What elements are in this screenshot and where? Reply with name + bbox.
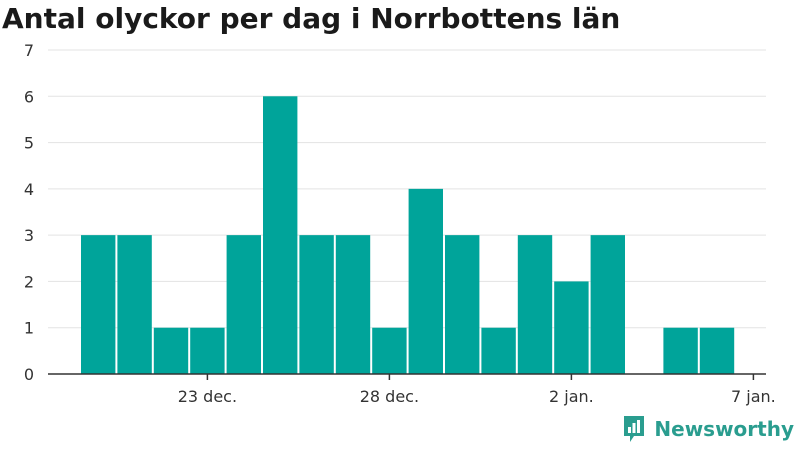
bar bbox=[590, 235, 625, 374]
bars bbox=[81, 96, 735, 375]
bar bbox=[699, 327, 735, 374]
bar bbox=[153, 327, 189, 374]
y-tick-label: 1 bbox=[24, 319, 34, 338]
bar bbox=[445, 235, 480, 374]
x-axis: 23 dec. 28 dec. 2 jan. 7 jan. bbox=[48, 373, 776, 406]
y-tick-label: 0 bbox=[24, 365, 34, 384]
newsworthy-icon bbox=[624, 416, 645, 442]
newsworthy-logo: Newsworthy bbox=[622, 414, 794, 444]
bar bbox=[81, 235, 116, 374]
bar bbox=[663, 327, 698, 374]
bar bbox=[335, 235, 371, 374]
bar bbox=[372, 327, 407, 374]
bar bbox=[517, 235, 553, 374]
bar bbox=[299, 235, 334, 374]
y-tick-label: 2 bbox=[24, 272, 34, 291]
y-tick-label: 7 bbox=[24, 41, 34, 60]
brand-name: Newsworthy bbox=[654, 417, 794, 441]
y-tick-label: 6 bbox=[24, 87, 34, 106]
chart-title: Antal olyckor per dag i Norrbottens län bbox=[2, 2, 621, 35]
bar bbox=[117, 235, 152, 374]
x-tick-label: 7 jan. bbox=[731, 387, 776, 406]
x-tick-label: 28 dec. bbox=[360, 387, 419, 406]
y-tick-label: 5 bbox=[24, 134, 34, 153]
gridlines bbox=[48, 49, 766, 329]
y-tick-label: 4 bbox=[24, 180, 34, 199]
y-axis: 0 1 2 3 4 5 6 7 bbox=[24, 41, 34, 384]
bar bbox=[263, 96, 298, 375]
x-tick-label: 23 dec. bbox=[178, 387, 237, 406]
x-tick-label: 2 jan. bbox=[549, 387, 594, 406]
bar bbox=[190, 327, 225, 374]
bar bbox=[226, 235, 261, 374]
bar bbox=[408, 188, 443, 374]
y-tick-label: 3 bbox=[24, 226, 34, 245]
bar bbox=[481, 327, 516, 374]
bar bbox=[554, 281, 589, 374]
